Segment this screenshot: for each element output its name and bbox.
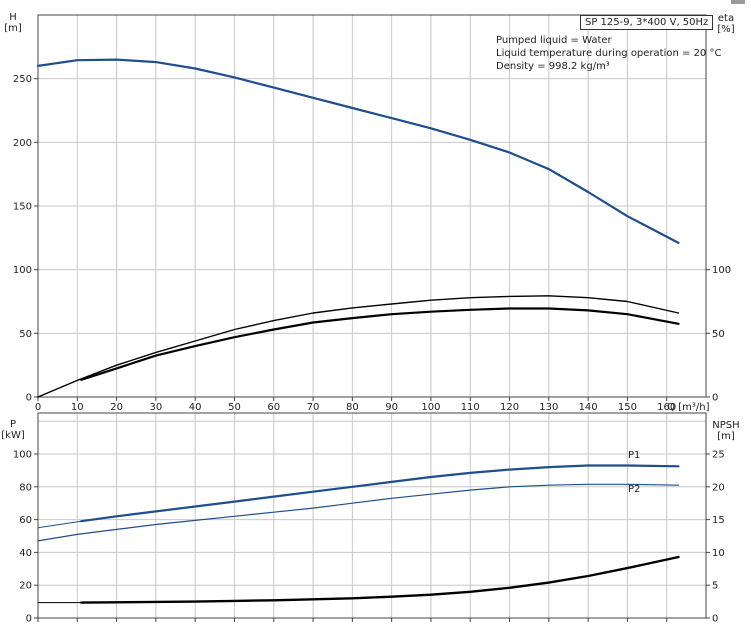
x-tick-label: 50 xyxy=(228,402,241,413)
y-tick-label-right: 10 xyxy=(712,548,725,559)
pumped-liquid-note: Pumped liquid = Water xyxy=(496,35,612,46)
y-tick-label-left: 40 xyxy=(19,548,32,559)
series-label-p2: P2 xyxy=(628,484,640,495)
y-tick-label-right: 20 xyxy=(712,482,725,493)
y-axis-label-right: [%] xyxy=(717,24,734,35)
y-tick-label-left: 50 xyxy=(19,329,32,340)
x-tick-label: 40 xyxy=(189,402,202,413)
x-tick-label: 160 xyxy=(657,402,676,413)
y-tick-label-left: 80 xyxy=(19,482,32,493)
x-tick-label: 110 xyxy=(461,402,480,413)
y-tick-label-left: 150 xyxy=(13,202,32,213)
y-tick-label-left: 250 xyxy=(13,74,32,85)
corner-marker xyxy=(731,0,745,4)
y-axis-label-right: eta xyxy=(718,13,734,24)
y-tick-label-right: 25 xyxy=(712,450,725,461)
x-tick-label: 150 xyxy=(618,402,637,413)
y-tick-label-right: 5 xyxy=(712,581,718,592)
x-tick-label: 20 xyxy=(110,402,123,413)
chart-title-box: SP 125-9, 3*400 V, 50Hz xyxy=(580,15,714,30)
x-tick-label: 0 xyxy=(35,402,41,413)
x-tick-label: 130 xyxy=(539,402,558,413)
x-tick-label: 70 xyxy=(307,402,320,413)
y-axis-label-right: [m] xyxy=(717,431,735,442)
y-axis-label-left: P xyxy=(10,419,16,430)
x-tick-label: 10 xyxy=(71,402,84,413)
y-tick-label-left: 100 xyxy=(13,450,32,461)
y-axis-label-right: NPSH xyxy=(712,420,739,431)
x-tick-label: 60 xyxy=(267,402,280,413)
series-label-p1: P1 xyxy=(628,450,640,461)
x-tick-label: 30 xyxy=(150,402,163,413)
y-tick-label-right: 15 xyxy=(712,515,725,526)
series-line-npsh xyxy=(80,555,680,604)
x-tick-label: 90 xyxy=(385,402,398,413)
series-line-head xyxy=(36,58,680,244)
series-line-efficiency xyxy=(80,307,680,381)
liquid-temperature-note: Liquid temperature during operation = 20… xyxy=(496,48,722,59)
x-tick-label: 80 xyxy=(346,402,359,413)
y-axis-label-left: [m] xyxy=(4,23,22,34)
plot-frame xyxy=(37,412,707,619)
x-tick-label: 120 xyxy=(500,402,519,413)
series-line-p1 xyxy=(80,464,680,523)
y-tick-label-right: 0 xyxy=(712,393,718,404)
x-tick-label: 100 xyxy=(421,402,440,413)
y-tick-label-left: 60 xyxy=(19,515,32,526)
y-axis-label-left: H xyxy=(9,12,17,23)
y-tick-label-left: 0 xyxy=(26,614,32,625)
y-tick-label-left: 20 xyxy=(19,581,32,592)
y-tick-label-left: 200 xyxy=(13,138,32,149)
series-line-p2 xyxy=(37,483,680,542)
y-tick-label-right: 0 xyxy=(712,614,718,625)
y-tick-label-left: 0 xyxy=(26,393,32,404)
y-axis-label-left: [kW] xyxy=(1,430,25,441)
density-note: Density = 998.2 kg/m³ xyxy=(496,61,610,72)
y-tick-label-right: 100 xyxy=(712,265,731,276)
series-line-efficiency xyxy=(37,295,680,398)
series-line-p1-ext xyxy=(37,520,82,529)
y-tick-label-right: 50 xyxy=(712,329,725,340)
x-axis-label: Q [m³/h] xyxy=(667,402,709,413)
x-tick-label: 140 xyxy=(579,402,598,413)
y-tick-label-left: 100 xyxy=(13,265,32,276)
